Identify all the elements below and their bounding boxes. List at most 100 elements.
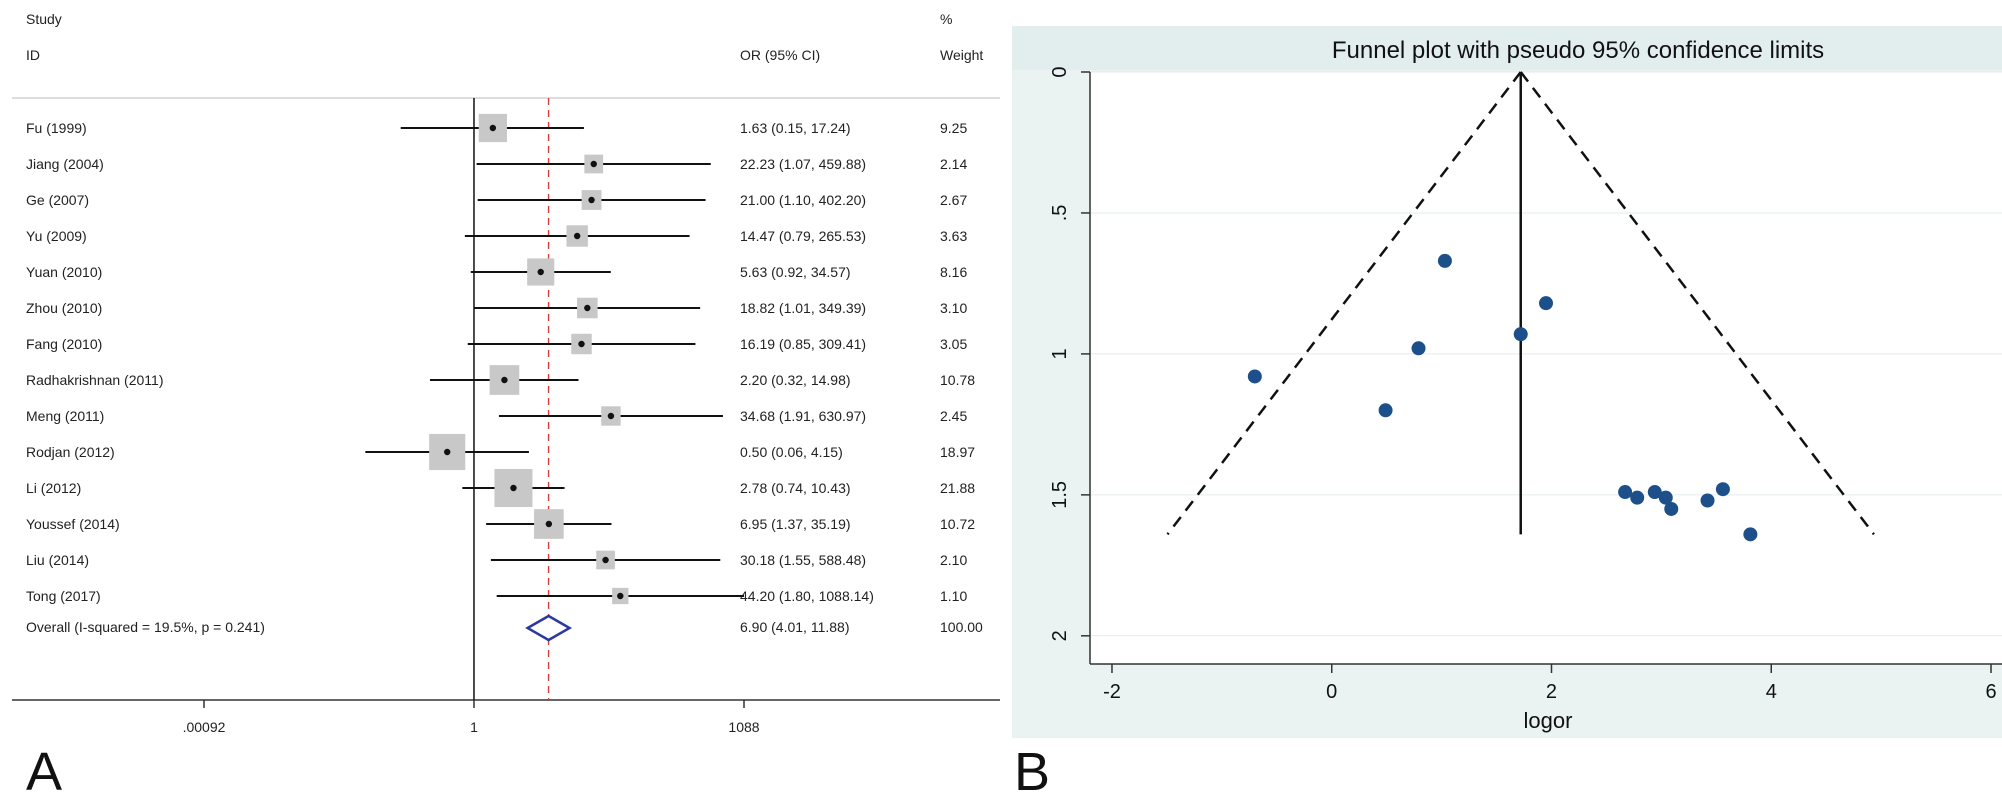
study-or-ci: 6.95 (1.37, 35.19) xyxy=(740,516,851,532)
header-percent: % xyxy=(940,11,952,27)
funnel-y-tick-label: 1.5 xyxy=(1049,481,1071,509)
study-point-estimate xyxy=(578,340,585,348)
study-weight: 8.16 xyxy=(940,264,967,280)
study-label: Meng (2011) xyxy=(26,408,104,424)
study-point-estimate xyxy=(588,196,595,204)
funnel-point xyxy=(1247,369,1262,384)
funnel-y-tick-label: 2 xyxy=(1049,630,1071,641)
funnel-point xyxy=(1658,490,1673,505)
study-weight: 10.72 xyxy=(940,516,975,532)
study-weight: 3.63 xyxy=(940,228,967,244)
study-label: Tong (2017) xyxy=(26,588,101,604)
forest-x-tick-label: 1 xyxy=(470,719,478,735)
funnel-plot: Funnel plot with pseudo 95% confidence l… xyxy=(1012,26,2002,738)
study-label: Youssef (2014) xyxy=(26,516,120,532)
study-weight: 10.78 xyxy=(940,372,975,388)
study-label: Li (2012) xyxy=(26,480,81,496)
forest-x-tick-label: 1088 xyxy=(728,719,759,735)
header-id: ID xyxy=(26,47,40,63)
study-label: Yu (2009) xyxy=(26,228,87,244)
study-point-estimate xyxy=(602,556,609,564)
header-weight: Weight xyxy=(940,47,983,63)
funnel-point xyxy=(1378,403,1393,418)
overall-or-ci: 6.90 (4.01, 11.88) xyxy=(740,619,849,635)
funnel-title: Funnel plot with pseudo 95% confidence l… xyxy=(1332,37,1824,64)
funnel-plot-area xyxy=(1090,72,2002,664)
study-or-ci: 34.68 (1.91, 630.97) xyxy=(740,408,866,424)
study-point-estimate xyxy=(489,124,497,132)
funnel-x-tick-label: -2 xyxy=(1103,681,1121,703)
forest-x-tick-label: .00092 xyxy=(183,719,226,735)
study-point-estimate xyxy=(617,592,624,600)
funnel-point xyxy=(1715,482,1730,497)
forest-rows: Fu (1999) 1.63 (0.15, 17.24) 9.25 Jiang (20… xyxy=(26,113,975,605)
study-weight: 2.10 xyxy=(940,552,967,568)
funnel-point xyxy=(1664,501,1679,516)
study-or-ci: 5.63 (0.92, 34.57) xyxy=(740,264,851,280)
study-point-estimate xyxy=(537,268,544,276)
study-weight: 2.45 xyxy=(940,408,967,424)
funnel-point xyxy=(1437,253,1452,268)
study-point-estimate xyxy=(573,232,581,240)
funnel-y-tick-label: 1 xyxy=(1049,348,1071,359)
study-label: Fang (2010) xyxy=(26,336,102,352)
funnel-points xyxy=(1247,253,1758,542)
funnel-right-limit xyxy=(1519,71,1875,536)
study-point-estimate xyxy=(501,376,508,384)
funnel-confidence-limits xyxy=(1166,71,1875,536)
study-weight: 21.88 xyxy=(940,480,975,496)
study-point-estimate xyxy=(590,160,597,168)
funnel-title-bar xyxy=(1012,26,2002,70)
forest-x-tick-labels: .00092 1 1088 xyxy=(183,700,760,735)
funnel-y-ticks: 0 .5 1 1.5 2 xyxy=(1049,66,1090,641)
study-point-estimate xyxy=(510,484,517,492)
header-study: Study xyxy=(26,11,62,27)
study-label: Fu (1999) xyxy=(26,120,87,136)
study-or-ci: 22.23 (1.07, 459.88) xyxy=(740,156,866,172)
study-or-ci: 30.18 (1.55, 588.48) xyxy=(740,552,866,568)
study-weight: 2.67 xyxy=(940,192,967,208)
study-label: Zhou (2010) xyxy=(26,300,102,316)
study-weight: 18.97 xyxy=(940,444,975,460)
funnel-left-limit xyxy=(1166,71,1522,536)
funnel-point xyxy=(1743,527,1758,542)
overall-weight: 100.00 xyxy=(940,619,983,635)
study-or-ci: 2.78 (0.74, 10.43) xyxy=(740,480,851,496)
funnel-point xyxy=(1630,490,1645,505)
study-weight: 2.14 xyxy=(940,156,967,172)
study-label: Liu (2014) xyxy=(26,552,89,568)
header-or-ci: OR (95% CI) xyxy=(740,47,820,63)
study-label: Jiang (2004) xyxy=(26,156,104,172)
study-weight: 3.10 xyxy=(940,300,967,316)
study-or-ci: 16.19 (0.85, 309.41) xyxy=(740,336,866,352)
study-or-ci: 14.47 (0.79, 265.53) xyxy=(740,228,866,244)
funnel-gridlines xyxy=(1090,71,2002,637)
study-or-ci: 2.20 (0.32, 14.98) xyxy=(740,372,851,388)
study-or-ci: 0.50 (0.06, 4.15) xyxy=(740,444,843,460)
funnel-y-tick-label: .5 xyxy=(1049,205,1071,222)
study-weight: 3.05 xyxy=(940,336,967,352)
study-or-ci: 18.82 (1.01, 349.39) xyxy=(740,300,866,316)
funnel-point xyxy=(1647,485,1662,500)
funnel-point xyxy=(1513,327,1528,342)
study-point-estimate xyxy=(607,412,615,420)
panel-label-b: B xyxy=(1014,742,1050,800)
study-or-ci: 21.00 (1.10, 402.20) xyxy=(740,192,866,208)
funnel-x-axis-label: logor xyxy=(1524,708,1573,733)
overall-label: Overall (I-squared = 19.5%, p = 0.241) xyxy=(26,619,265,635)
overall-diamond xyxy=(525,614,573,642)
study-label: Rodjan (2012) xyxy=(26,444,115,460)
forest-plot: Study ID OR (95% CI) % Weight Fu (1999) 1… xyxy=(12,11,1000,735)
study-label: Ge (2007) xyxy=(26,192,89,208)
funnel-x-tick-label: 0 xyxy=(1326,681,1337,703)
funnel-x-ticks: -2 0 2 4 6 xyxy=(1103,664,1997,703)
study-point-estimate xyxy=(545,520,553,528)
funnel-x-tick-label: 2 xyxy=(1546,681,1557,703)
funnel-x-tick-label: 6 xyxy=(1985,681,1996,703)
study-weight: 9.25 xyxy=(940,120,967,136)
study-point-estimate xyxy=(444,448,451,456)
funnel-y-tick-label: 0 xyxy=(1049,66,1071,77)
study-point-estimate xyxy=(584,304,591,312)
study-or-ci: 1.63 (0.15, 17.24) xyxy=(740,120,851,136)
